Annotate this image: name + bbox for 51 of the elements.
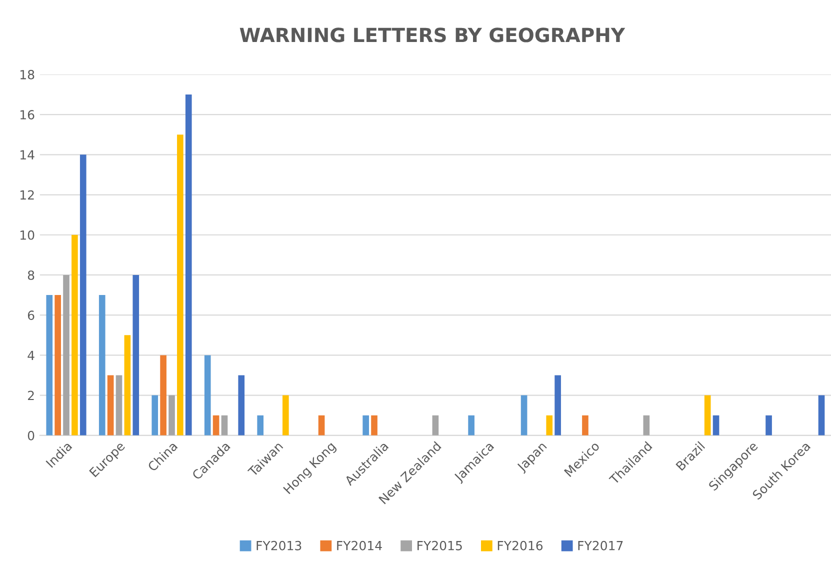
bar <box>643 415 650 436</box>
bar <box>432 415 439 436</box>
y-tick-label: 8 <box>28 270 34 280</box>
bar <box>221 415 228 436</box>
bar <box>818 395 825 436</box>
bar <box>362 415 369 436</box>
bar <box>54 295 61 436</box>
y-tick-label: 6 <box>28 310 34 320</box>
y-tick-label: 2 <box>28 390 34 400</box>
legend-label: FY2014 <box>337 540 382 550</box>
legend-label: FY2013 <box>256 540 302 550</box>
bar <box>168 395 175 436</box>
bar <box>72 234 78 436</box>
y-tick-label: 0 <box>28 430 34 440</box>
legend-label: FY2015 <box>418 540 462 550</box>
bar <box>766 415 772 436</box>
bar <box>46 295 53 436</box>
legend-label: FY2016 <box>498 540 543 550</box>
bar <box>80 154 86 436</box>
y-tick-label: 16 <box>20 110 34 120</box>
bar <box>371 415 378 436</box>
bar <box>318 415 325 436</box>
bar <box>257 415 264 436</box>
bar <box>185 94 192 436</box>
chart-title: WARNING LETTERS BY GEOGRAPHY <box>240 28 626 42</box>
y-tick-label: 12 <box>20 190 34 200</box>
legend-label: FY2017 <box>578 540 623 550</box>
bar <box>582 415 588 436</box>
y-tick-label: 18 <box>20 70 34 80</box>
y-tick-label: 10 <box>20 230 34 240</box>
bar <box>712 415 720 436</box>
bar <box>63 274 70 436</box>
y-tick-label: 4 <box>28 350 34 360</box>
y-tick-label: 14 <box>20 150 34 160</box>
bar <box>282 395 289 436</box>
bar <box>468 415 474 436</box>
bar <box>107 375 114 436</box>
bar <box>554 375 561 436</box>
bar <box>152 395 158 436</box>
bar <box>204 355 211 436</box>
bar <box>704 395 711 436</box>
bar <box>520 395 528 436</box>
bar <box>124 335 131 436</box>
bar <box>116 375 122 436</box>
bar <box>238 375 245 436</box>
bar <box>177 134 184 436</box>
bar <box>132 274 140 436</box>
bar <box>98 295 106 436</box>
bar <box>160 355 166 436</box>
bar <box>546 415 553 436</box>
bar <box>212 415 220 436</box>
